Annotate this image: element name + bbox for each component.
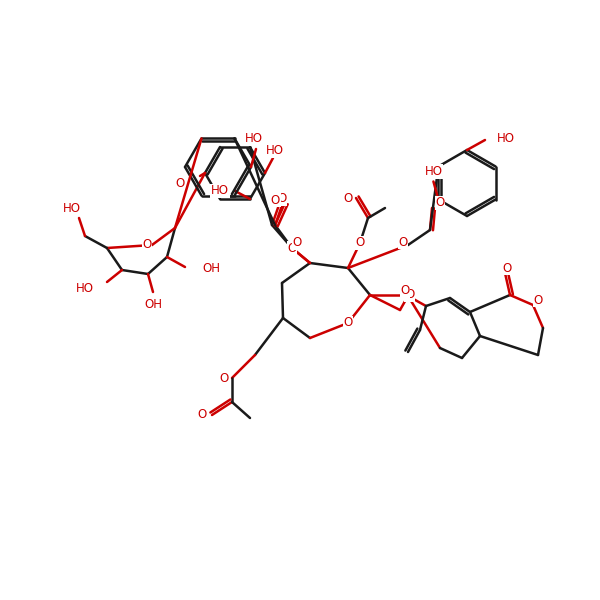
Text: O: O xyxy=(344,191,353,205)
Text: O: O xyxy=(400,284,410,298)
Text: O: O xyxy=(176,177,185,190)
Text: HO: HO xyxy=(63,202,81,214)
Text: HO: HO xyxy=(266,145,284,157)
Text: OH: OH xyxy=(144,298,162,311)
Text: OH: OH xyxy=(202,263,220,275)
Text: HO: HO xyxy=(245,133,263,145)
Text: HO: HO xyxy=(497,131,515,145)
Text: O: O xyxy=(277,193,287,205)
Text: HO: HO xyxy=(76,281,94,295)
Text: HO: HO xyxy=(424,165,442,178)
Text: O: O xyxy=(436,196,445,209)
Text: O: O xyxy=(533,293,542,307)
Text: O: O xyxy=(343,317,353,329)
Text: O: O xyxy=(198,409,207,421)
Text: HO: HO xyxy=(211,184,229,197)
Text: O: O xyxy=(355,236,365,250)
Text: O: O xyxy=(398,235,407,248)
Text: O: O xyxy=(292,236,302,250)
Text: O: O xyxy=(502,262,512,275)
Text: O: O xyxy=(271,193,280,206)
Text: O: O xyxy=(405,289,414,301)
Text: O: O xyxy=(220,371,229,385)
Text: O: O xyxy=(287,241,296,254)
Text: O: O xyxy=(142,238,152,251)
